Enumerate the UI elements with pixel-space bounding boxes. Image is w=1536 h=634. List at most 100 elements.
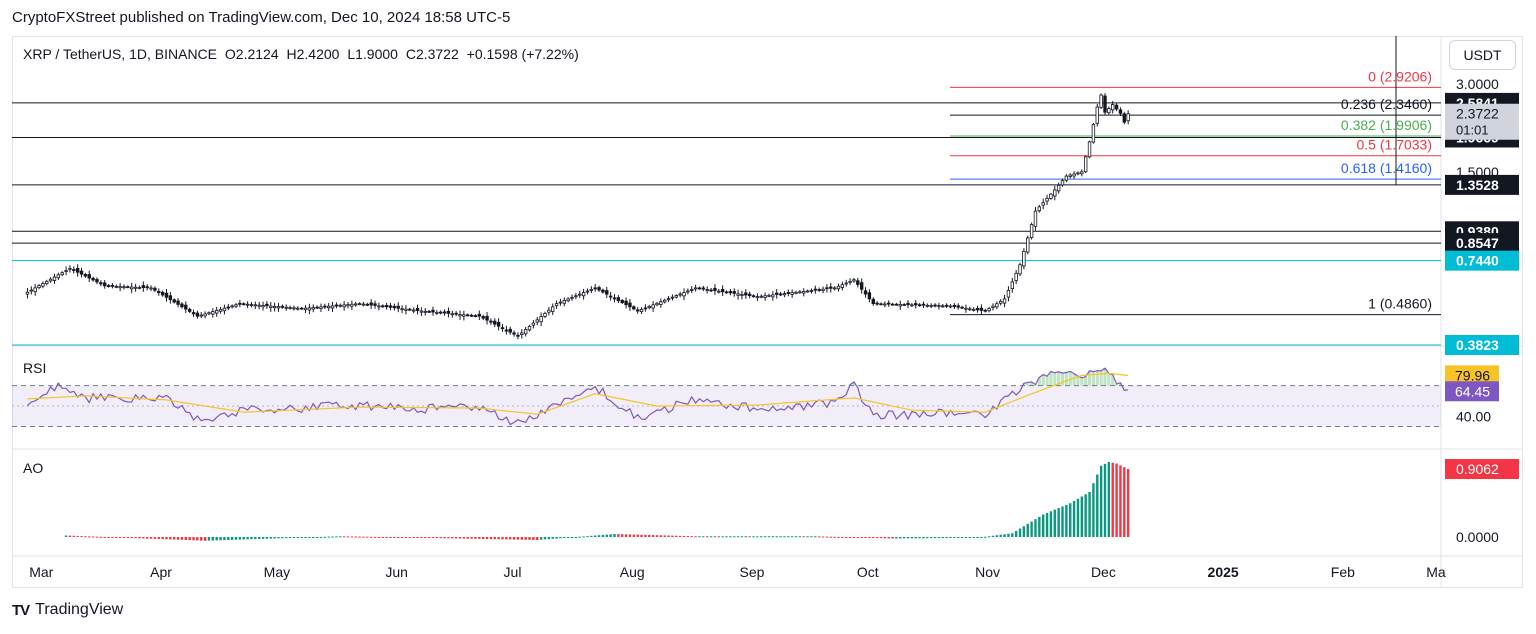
ao-bar: [678, 535, 682, 537]
candle-body: [933, 304, 937, 307]
candle-body: [1026, 237, 1030, 253]
ao-bar: [1049, 511, 1053, 537]
ao-bar: [389, 537, 392, 538]
candle-body: [404, 308, 408, 311]
candle-body: [299, 307, 304, 310]
candle-body: [195, 312, 200, 317]
candle-body: [64, 270, 68, 272]
ao-bar: [99, 536, 103, 538]
time-tick-label: May: [264, 564, 290, 580]
candle-body: [620, 300, 624, 303]
ao-bar: [864, 537, 867, 538]
candle-body: [1099, 94, 1103, 108]
candle-body: [245, 303, 250, 306]
candle-body: [230, 305, 234, 308]
ao-bar: [122, 537, 126, 538]
ao-bar: [690, 536, 693, 538]
ao-bar: [261, 537, 265, 539]
ao-bar: [288, 537, 292, 538]
ao-bar: [339, 536, 342, 538]
ao-bar: [790, 536, 794, 538]
ao-bar: [165, 537, 168, 540]
ao-bar: [949, 537, 952, 538]
ao-bar: [1099, 465, 1103, 537]
candle-body: [979, 307, 984, 311]
ao-bar: [1103, 463, 1107, 537]
candle-body: [697, 287, 702, 290]
candle-body: [48, 278, 53, 282]
ao-bar: [763, 536, 767, 538]
grid: [12, 36, 1523, 588]
ao-bar: [1115, 463, 1118, 537]
ao-bar: [350, 536, 354, 538]
candle-body: [1053, 189, 1057, 197]
ao-bar: [115, 537, 118, 538]
ao-bar: [902, 537, 906, 539]
candle-body: [1056, 184, 1061, 192]
candle-body: [566, 298, 570, 302]
candle-body: [133, 286, 138, 289]
rsi-pane-label: RSI: [23, 360, 47, 376]
candle-body: [848, 280, 852, 283]
ao-bar: [775, 536, 778, 538]
candle-body: [778, 293, 783, 296]
candle-body: [589, 289, 594, 291]
footer-brand[interactable]: TV TradingView: [12, 601, 123, 619]
candle-body: [554, 303, 559, 307]
ao-bar: [1107, 462, 1111, 537]
ao-bar: [1011, 533, 1014, 537]
candle-body: [168, 295, 173, 301]
ao-bar: [686, 536, 690, 538]
candle-body: [180, 303, 184, 308]
ao-bar: [169, 537, 172, 540]
candle-body: [118, 286, 122, 289]
candle-body: [755, 296, 760, 299]
candle-body: [551, 306, 555, 312]
candle-body: [859, 282, 864, 290]
ao-bar: [698, 536, 701, 538]
candle-body: [160, 291, 165, 296]
candle-body: [145, 286, 149, 289]
time-tick-label: Feb: [1331, 564, 1355, 580]
chart-canvas[interactable]: 2.58411.96691.35280.93800.85470.74400.38…: [0, 0, 1536, 600]
ao-bar: [227, 537, 230, 540]
ao-bar: [1076, 498, 1080, 537]
symbol-name[interactable]: XRP / TetherUS, 1D, BINANCE: [23, 46, 217, 62]
ao-bar: [767, 536, 771, 538]
currency-button[interactable]: USDT: [1449, 40, 1516, 70]
candle-body: [852, 279, 856, 282]
candle-body: [628, 302, 632, 308]
candle-body: [493, 320, 497, 325]
ao-bar: [161, 537, 164, 540]
ao-bar: [296, 537, 299, 538]
last-price-tag: [1445, 103, 1519, 140]
candle-body: [898, 304, 902, 307]
rsi-tag: [1445, 381, 1499, 402]
candle-body: [751, 295, 756, 298]
ao-bar: [211, 537, 215, 541]
candle-body: [477, 313, 482, 317]
candle-body: [1033, 210, 1038, 227]
ao-bar: [377, 536, 381, 538]
fib-level-label: 0.618 (1.4160): [1341, 160, 1432, 176]
ao-bar: [922, 537, 925, 539]
ao-bar: [373, 536, 377, 538]
ao-bar: [439, 537, 442, 539]
candle-body: [747, 293, 752, 296]
candle-body: [458, 314, 462, 317]
candle-body: [543, 312, 547, 317]
candle-body: [469, 314, 474, 317]
candle-body: [983, 309, 987, 312]
candle-body: [211, 311, 215, 315]
ao-bar: [810, 536, 813, 538]
ao-bar: [891, 537, 894, 539]
ao-bar: [671, 535, 674, 537]
ao-bar: [184, 537, 187, 541]
candle-body: [647, 305, 651, 309]
ao-bar: [536, 537, 539, 540]
candle-body: [624, 300, 628, 306]
candle-body: [369, 302, 373, 306]
candle-body: [585, 290, 590, 293]
candle-body: [693, 287, 698, 290]
ao-bar: [964, 537, 968, 538]
